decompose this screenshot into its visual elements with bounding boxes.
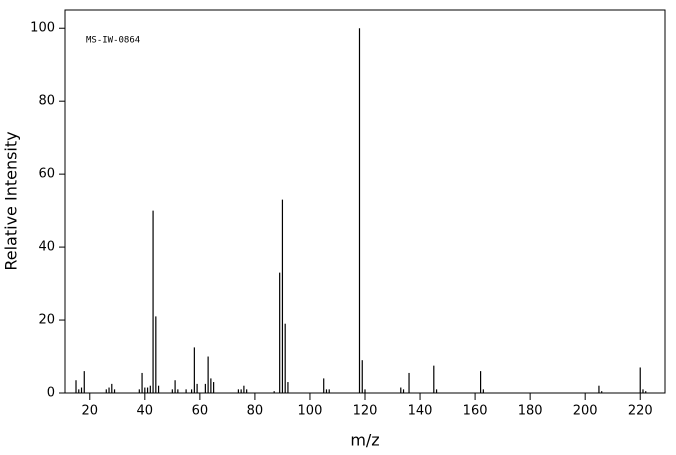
x-tick-label: 220 [628, 404, 653, 419]
y-tick-label: 80 [38, 94, 55, 109]
y-tick-label: 20 [38, 313, 55, 328]
y-tick-label: 0 [47, 386, 55, 401]
x-tick-label: 140 [408, 404, 433, 419]
x-tick-label: 20 [81, 404, 98, 419]
y-tick-label: 40 [38, 240, 55, 255]
y-tick-label: 100 [30, 21, 55, 36]
x-tick-label: 60 [192, 404, 209, 419]
x-axis-title: m/z [350, 431, 379, 450]
x-tick-label: 160 [463, 404, 488, 419]
x-tick-label: 80 [247, 404, 264, 419]
annotation: MS-IW-0864 [86, 36, 140, 46]
x-tick-label: 200 [573, 404, 598, 419]
plot-frame [64, 9, 666, 394]
x-tick-label: 100 [298, 404, 323, 419]
y-axis-title: Relative Intensity [2, 131, 21, 270]
x-tick-label: 40 [137, 404, 154, 419]
y-tick-label: 60 [38, 167, 55, 182]
x-tick-label: 120 [353, 404, 378, 419]
x-tick-label: 180 [518, 404, 543, 419]
